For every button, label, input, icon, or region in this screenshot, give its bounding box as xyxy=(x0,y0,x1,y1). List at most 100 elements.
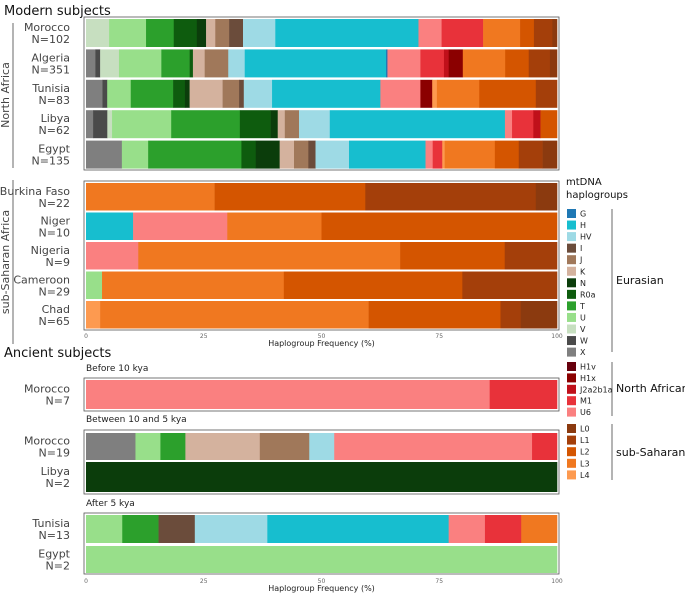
x-tick-ancient-1: 25 xyxy=(200,578,208,585)
bar-segment-modern-libya-r0a xyxy=(239,110,271,139)
bar-segment-modern-tunisia-h1x xyxy=(420,79,433,108)
sample-name-ancient-1-libya: Libya xyxy=(41,465,70,478)
bar-segment-modern-tunisia-t xyxy=(130,79,174,108)
bar-segment-modern-morocco-l1 xyxy=(533,19,553,47)
bar-segment-ancient-2-tunisia-u xyxy=(86,515,123,543)
bar-segment-ancient-2-tunisia-i xyxy=(158,515,196,543)
bar-segment-ancient-2-tunisia-t xyxy=(122,515,159,543)
bar-segment-ancient-2-tunisia-u6 xyxy=(448,515,486,543)
x-tick-ancient-3: 75 xyxy=(435,578,443,585)
bar-segment-ancient-1-morocco-t xyxy=(160,433,186,460)
legend-swatch-h xyxy=(567,220,576,230)
sample-count-ancient-1-libya: N=2 xyxy=(46,477,70,490)
legend-title-line2: haplogroups xyxy=(566,190,628,201)
bar-segment-modern-tunisia-n xyxy=(184,79,190,108)
sample-count-modern-libya: N=62 xyxy=(39,124,70,137)
modern-subjects-title: Modern subjects xyxy=(4,4,111,19)
sample-name-modern-cameroon: Cameroon xyxy=(13,273,70,286)
bar-segment-modern-egypt-h xyxy=(348,140,426,169)
bar-segment-modern-nigeria-u6 xyxy=(86,242,139,270)
bar-segment-modern-libya-hv xyxy=(299,110,331,139)
sample-count-ancient-0-morocco: N=7 xyxy=(46,395,70,408)
legend-label-j2a2b1a: J2a2b1a xyxy=(579,385,613,394)
bar-segment-modern-egypt-l0 xyxy=(542,140,558,169)
bar-segment-modern-niger-u6 xyxy=(133,212,228,240)
legend-label-w: W xyxy=(580,337,588,346)
ancient-subjects-title: Ancient subjects xyxy=(4,346,111,361)
legend-label-u: U xyxy=(580,313,586,322)
bar-segment-ancient-1-morocco-x xyxy=(86,433,136,460)
legend-label-j: J xyxy=(579,256,582,265)
bar-segment-modern-egypt-m1 xyxy=(432,140,443,169)
bar-segment-modern-algeria-hv xyxy=(228,49,246,78)
bar-segment-modern-cameroon-l2 xyxy=(283,271,463,299)
legend-swatch-l2 xyxy=(567,447,576,457)
legend-swatch-k xyxy=(567,266,576,276)
bar-segment-modern-chad-l4 xyxy=(86,301,101,329)
legend-label-m1: M1 xyxy=(580,397,592,406)
sample-count-modern-morocco: N=102 xyxy=(32,33,70,46)
bar-segment-modern-morocco-r0a xyxy=(173,19,198,47)
bar-segment-modern-morocco-u xyxy=(109,19,147,47)
bar-segment-ancient-1-morocco-k xyxy=(185,433,261,460)
bar-segment-modern-morocco-m1 xyxy=(441,19,484,47)
bar-segment-modern-tunisia-l4 xyxy=(432,79,438,108)
bar-segment-modern-nigeria-l1 xyxy=(504,242,558,270)
legend-label-n: N xyxy=(580,279,586,288)
x-tick-modern-1: 25 xyxy=(200,333,208,340)
bar-segment-modern-morocco-h xyxy=(275,19,419,47)
bars-layer: MoroccoN=102AlgeriaN=351TunisiaN=83Libya… xyxy=(0,16,563,593)
legend-label-l4: L4 xyxy=(580,471,590,480)
bar-segment-modern-cameroon-l1 xyxy=(462,271,558,299)
bar-segment-modern-morocco-i xyxy=(229,19,244,47)
bar-segment-modern-egypt-i xyxy=(308,140,316,169)
bar-segment-modern-libya-j xyxy=(284,110,300,139)
sample-name-modern-tunisia: Tunisia xyxy=(31,82,70,95)
sample-count-ancient-1-morocco: N=19 xyxy=(39,447,70,460)
bar-segment-modern-egypt-l2 xyxy=(494,140,520,169)
legend-label-u6: U6 xyxy=(580,408,591,417)
sample-count-modern-egypt: N=135 xyxy=(32,155,70,168)
bar-segment-modern-niger-l2 xyxy=(321,212,558,240)
legend-label-i: I xyxy=(580,244,582,253)
period-panel-0 xyxy=(83,377,560,412)
legend-label-h1v: H1v xyxy=(580,363,596,372)
sample-count-modern-cameroon: N=29 xyxy=(39,285,70,298)
bar-segment-modern-algeria-t xyxy=(161,49,190,78)
axis-title-ancient: Haplogroup Frequency (%) xyxy=(268,584,375,593)
bar-segment-modern-burkina-faso-l0 xyxy=(535,183,558,211)
legend-swatch-i xyxy=(567,243,576,253)
x-tick-ancient-4: 100 xyxy=(551,578,563,585)
bar-segment-modern-egypt-t xyxy=(148,140,242,169)
period-title-1: Between 10 and 5 kya xyxy=(86,415,187,425)
legend-swatch-l3 xyxy=(567,458,576,468)
bar-segment-modern-libya-t xyxy=(171,110,241,139)
sample-count-modern-niger: N=10 xyxy=(39,226,70,239)
bar-segment-modern-morocco-l2 xyxy=(520,19,535,47)
sample-name-modern-egypt: Egypt xyxy=(38,143,70,156)
legend-swatch-n xyxy=(567,278,576,288)
bar-segment-modern-tunisia-u xyxy=(107,79,132,108)
bar-segment-modern-egypt-u xyxy=(121,140,149,169)
x-tick-modern-3: 75 xyxy=(435,333,443,340)
bar-segment-modern-libya-w xyxy=(93,110,108,139)
bar-segment-modern-algeria-g xyxy=(386,49,388,78)
legend-label-k: K xyxy=(580,267,586,276)
legend-swatch-r0a xyxy=(567,289,576,299)
legend-label-l2: L2 xyxy=(580,448,590,457)
sample-name-modern-niger: Niger xyxy=(40,214,70,227)
x-tick-ancient-0: 0 xyxy=(84,578,88,585)
bar-segment-modern-algeria-l0 xyxy=(549,49,558,78)
bar-segment-modern-algeria-j2a2b1a xyxy=(443,49,449,78)
bar-segment-modern-algeria-h xyxy=(244,49,387,78)
legend-swatch-u6 xyxy=(567,407,576,417)
legend-group-north-african: North African xyxy=(616,382,685,395)
bar-segment-modern-chad-l3 xyxy=(100,301,369,329)
period-panel-2 xyxy=(83,512,560,575)
sample-count-modern-burkina-faso: N=22 xyxy=(39,197,70,210)
bar-segment-ancient-1-morocco-u xyxy=(135,433,161,460)
bar-segment-modern-tunisia-h xyxy=(272,79,381,108)
north-africa-panel xyxy=(83,16,560,171)
bar-segment-modern-tunisia-hv xyxy=(243,79,273,108)
sample-name-modern-algeria: Algeria xyxy=(31,51,70,64)
